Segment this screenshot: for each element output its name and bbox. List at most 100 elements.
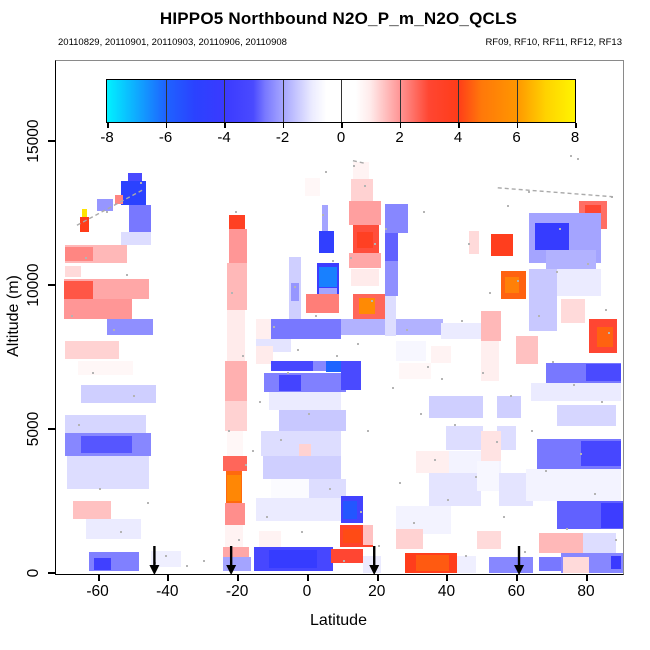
data-point-dot — [259, 401, 262, 404]
data-point-dot — [164, 554, 167, 557]
data-point-dot — [293, 285, 296, 288]
colorbar-divider — [341, 80, 342, 122]
plot-area: -8 -6 -4 -2 0 2 4 6 8 — [55, 60, 624, 575]
heatmap-cell — [395, 340, 426, 361]
data-point-dot — [559, 228, 562, 231]
data-point-dot — [545, 470, 548, 473]
colorbar-tick — [224, 123, 226, 128]
data-point-dot — [489, 291, 492, 294]
x-axis-tick — [167, 574, 170, 581]
data-point-dot — [353, 164, 356, 167]
heatmap-cell — [445, 425, 516, 451]
data-point-dot — [475, 476, 478, 478]
data-point-dot — [112, 329, 115, 332]
heatmap-cell — [222, 546, 249, 557]
data-point-dot — [286, 372, 289, 375]
flight-track-line — [497, 187, 613, 198]
flight-boundary-arrow — [149, 546, 160, 574]
colorbar-divider — [458, 80, 459, 122]
heatmap-cell — [430, 346, 451, 364]
heatmap-cell — [319, 267, 337, 288]
heatmap-cell — [342, 529, 361, 543]
colorbar-tick-label: -8 — [100, 129, 114, 146]
colorbar-tick — [399, 123, 401, 128]
data-point-dot — [374, 242, 377, 245]
heatmap-cell — [270, 318, 342, 339]
x-axis-tick — [237, 574, 240, 581]
data-point-dot — [527, 190, 530, 193]
data-point-dot — [349, 256, 352, 259]
heatmap-cell — [515, 335, 538, 364]
x-axis-tick — [97, 574, 100, 581]
data-point-dot — [356, 343, 359, 346]
heatmap-cell — [476, 530, 501, 549]
data-point-dot — [594, 493, 597, 496]
data-point-dot — [569, 154, 572, 157]
subtitle-dates: 20110829, 20110901, 20110903, 20110906, … — [58, 37, 287, 48]
flight-track-line — [352, 160, 366, 165]
heatmap-cell — [312, 360, 327, 371]
data-point-dot — [300, 530, 303, 533]
y-axis-tick-label: 15000 — [25, 119, 42, 163]
data-point-dot — [447, 499, 450, 502]
data-point-dot — [314, 314, 317, 317]
data-point-dot — [611, 196, 614, 199]
colorbar-tick-label: 4 — [453, 129, 463, 146]
heatmap-cell — [534, 222, 569, 251]
data-point-dot — [552, 360, 555, 363]
colorbar-legend: -8 -6 -4 -2 0 2 4 6 8 — [100, 79, 579, 146]
data-point-dot — [461, 320, 464, 323]
colorbar-tick — [165, 123, 167, 128]
data-point-dot — [468, 242, 471, 245]
flight-boundary-arrow — [369, 546, 380, 574]
heatmap-cell — [586, 363, 621, 381]
data-point-dot — [423, 210, 426, 213]
data-point-dot — [391, 386, 394, 389]
x-axis-tick-label: -20 — [225, 583, 249, 600]
heatmap-cell — [398, 363, 431, 379]
colorbar-divider — [399, 80, 401, 122]
data-point-dot — [433, 458, 436, 461]
x-axis-tick — [306, 574, 309, 581]
data-point-dot — [587, 262, 590, 265]
data-point-dot — [601, 401, 604, 404]
heatmap-cell — [538, 533, 583, 553]
heatmap-cell — [560, 298, 585, 323]
data-point-dot — [140, 182, 143, 185]
heatmap-cell — [308, 478, 346, 498]
data-point-dot — [405, 329, 408, 332]
data-point-dot — [105, 210, 108, 213]
colorbar-divider — [516, 80, 518, 122]
colorbar-tick — [341, 123, 343, 128]
data-point-dot — [77, 424, 80, 427]
heatmap-cell — [96, 199, 113, 211]
heatmap-cell — [610, 555, 621, 570]
heatmap-cell — [290, 282, 299, 301]
heatmap-cell — [480, 340, 499, 381]
x-axis-tick-label: 60 — [507, 583, 525, 600]
heatmap-cell — [224, 401, 247, 432]
heatmap-cell — [262, 455, 342, 479]
heatmap-cell — [385, 232, 398, 262]
heatmap-cell — [385, 295, 396, 337]
y-axis-tick — [48, 283, 55, 286]
heatmap-cell — [468, 231, 479, 255]
x-axis-label: Latitude — [310, 612, 367, 629]
heatmap-cell — [81, 385, 157, 403]
flight-boundary-arrow — [514, 546, 525, 574]
heatmap-cell — [255, 318, 271, 339]
heatmap-cell — [415, 555, 449, 572]
data-point-dot — [566, 527, 569, 530]
data-point-dot — [482, 372, 485, 375]
data-point-dot — [280, 438, 282, 441]
heatmap-cell — [319, 287, 337, 296]
heatmap-cell — [580, 440, 621, 466]
heatmap-cell — [456, 556, 476, 573]
heatmap-cell — [268, 549, 317, 569]
data-point-dot — [614, 539, 617, 542]
data-point-dot — [231, 291, 234, 294]
data-point-dot — [496, 441, 499, 444]
heatmap-cell — [114, 195, 123, 204]
heatmap-cell — [538, 556, 561, 572]
heatmap-cell — [65, 415, 146, 433]
